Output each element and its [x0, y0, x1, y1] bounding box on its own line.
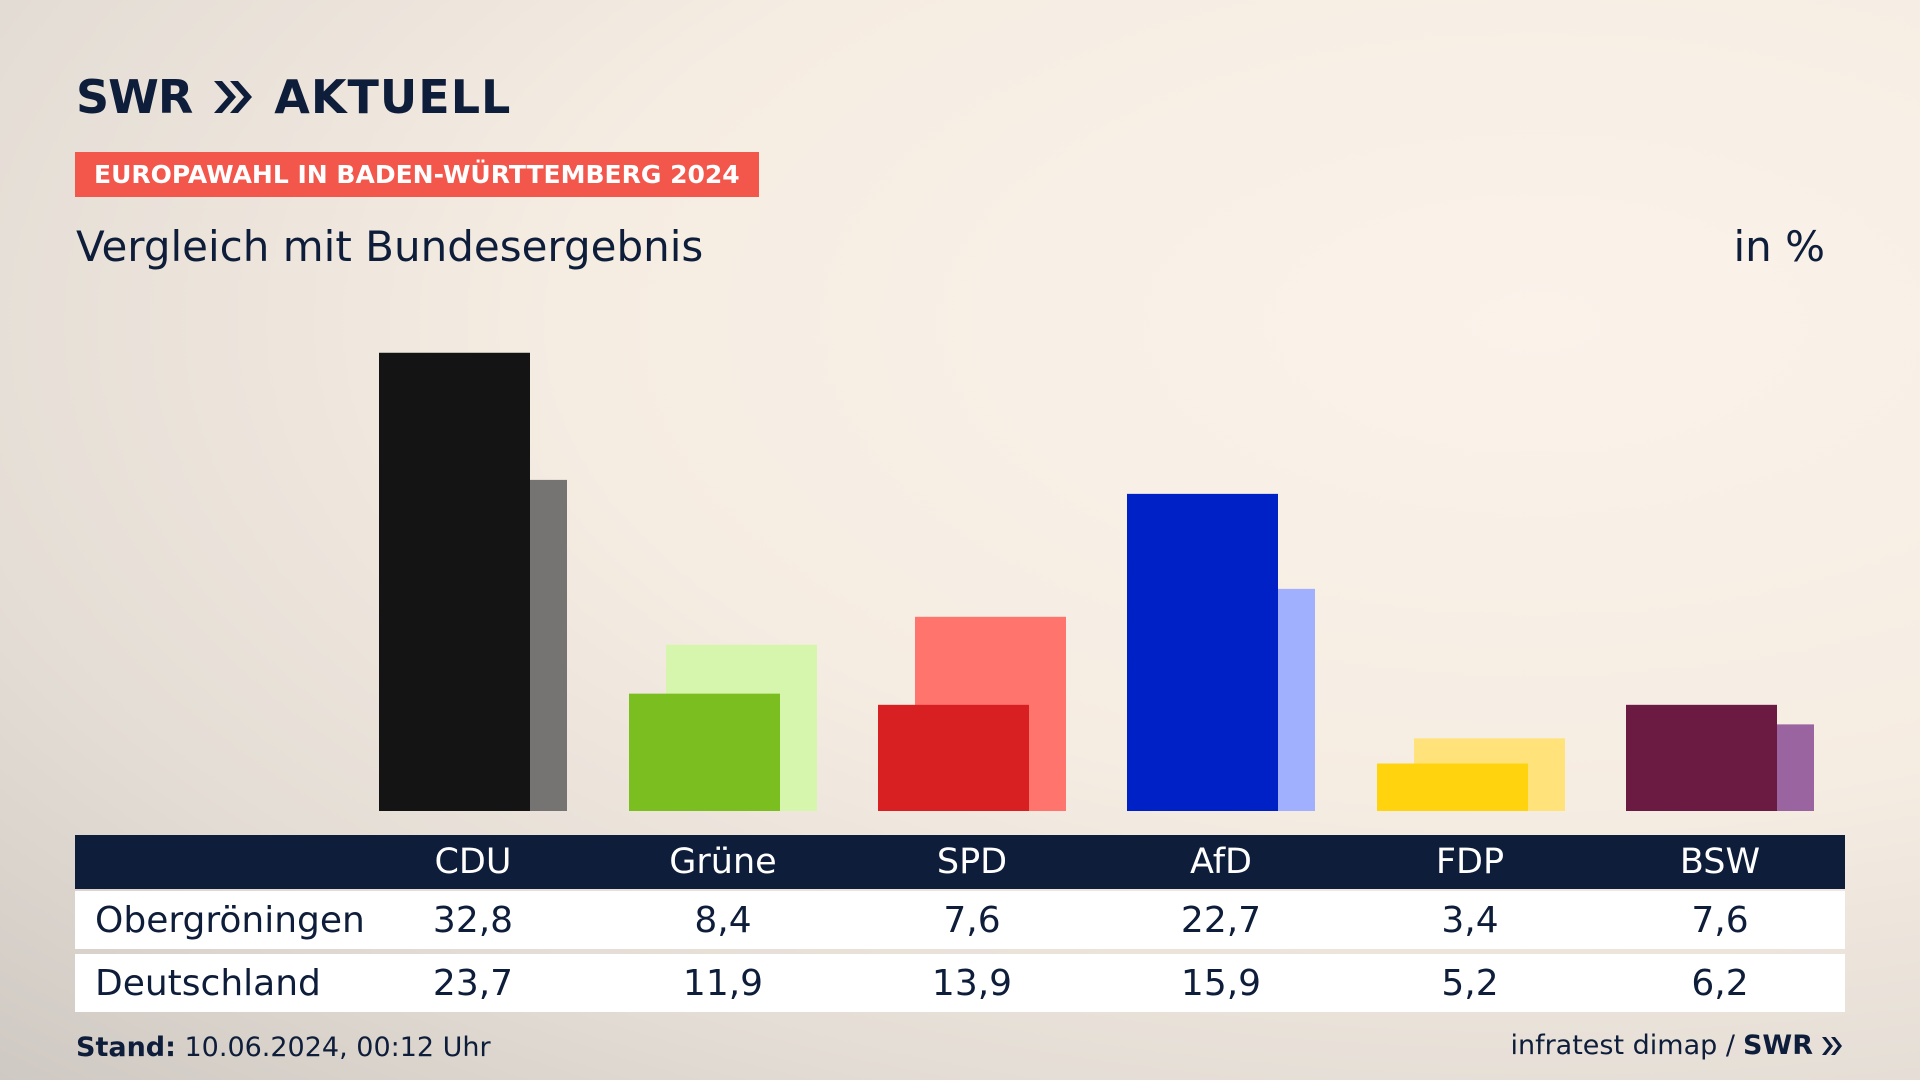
table-cell: 7,6 — [1691, 899, 1749, 941]
table-cell: 3,4 — [1441, 899, 1499, 941]
stand-label: Stand: — [76, 1032, 176, 1063]
bar-obergroeningen-grüne — [629, 693, 780, 811]
bar-obergroeningen-afd — [1127, 493, 1278, 811]
table-cell: 11,9 — [682, 962, 764, 1004]
table-header: CDU Grüne SPD AfD FDP BSW — [75, 835, 1845, 889]
topic-badge: EUROPAWAHL IN BADEN-WÜRTTEMBERG 2024 — [75, 152, 759, 197]
table-cell: 13,9 — [931, 962, 1013, 1004]
chart-subtitle: Vergleich mit Bundesergebnis — [76, 222, 704, 271]
table-cell: 8,4 — [694, 899, 752, 941]
table-cell: 6,2 — [1691, 962, 1749, 1004]
row-label: Deutschland — [95, 962, 321, 1004]
column-header: SPD — [936, 842, 1008, 882]
bar-obergroeningen-spd — [878, 704, 1029, 811]
brand-logo: SWR AKTUELL — [76, 70, 511, 124]
table-row: Obergröningen 32,8 8,4 7,6 22,7 3,4 7,6 — [75, 891, 1845, 949]
source-brand: SWR — [1742, 1030, 1813, 1061]
table-cell: 23,7 — [432, 962, 514, 1004]
table-cell: 32,8 — [432, 899, 514, 941]
results-table: CDU Grüne SPD AfD FDP BSW Obergröningen 32,8 8… — [75, 835, 1845, 1012]
table-cell: 15,9 — [1180, 962, 1262, 1004]
column-header: FDP — [1435, 842, 1505, 882]
stand-value: 10.06.2024, 00:12 Uhr — [175, 1032, 491, 1063]
table-cell: 7,6 — [943, 899, 1001, 941]
unit-label: in % — [1733, 222, 1825, 271]
column-header: CDU — [434, 842, 512, 882]
table-cell: 5,2 — [1441, 962, 1499, 1004]
column-header: Grüne — [669, 842, 777, 882]
column-header: BSW — [1679, 842, 1761, 882]
brand-swr: SWR — [76, 70, 193, 124]
brand-aktuell: AKTUELL — [274, 70, 512, 124]
bar-chart — [379, 352, 1814, 811]
double-chevron-right-icon — [214, 81, 253, 113]
table-row: Deutschland 23,7 11,9 13,9 15,9 5,2 6,2 — [75, 954, 1845, 1012]
bar-obergroeningen-bsw — [1626, 704, 1777, 811]
bar-obergroeningen-fdp — [1377, 763, 1528, 811]
source-credit: infratest dimap / SWR — [1510, 1030, 1845, 1061]
row-label: Obergröningen — [95, 899, 365, 941]
column-header: AfD — [1190, 842, 1252, 882]
bar-obergroeningen-cdu — [379, 352, 530, 811]
timestamp: Stand: 10.06.2024, 00:12 Uhr — [76, 1032, 491, 1063]
double-chevron-right-icon — [1822, 1036, 1842, 1055]
table-cell: 22,7 — [1180, 899, 1262, 941]
source-text: infratest dimap / — [1510, 1030, 1735, 1061]
